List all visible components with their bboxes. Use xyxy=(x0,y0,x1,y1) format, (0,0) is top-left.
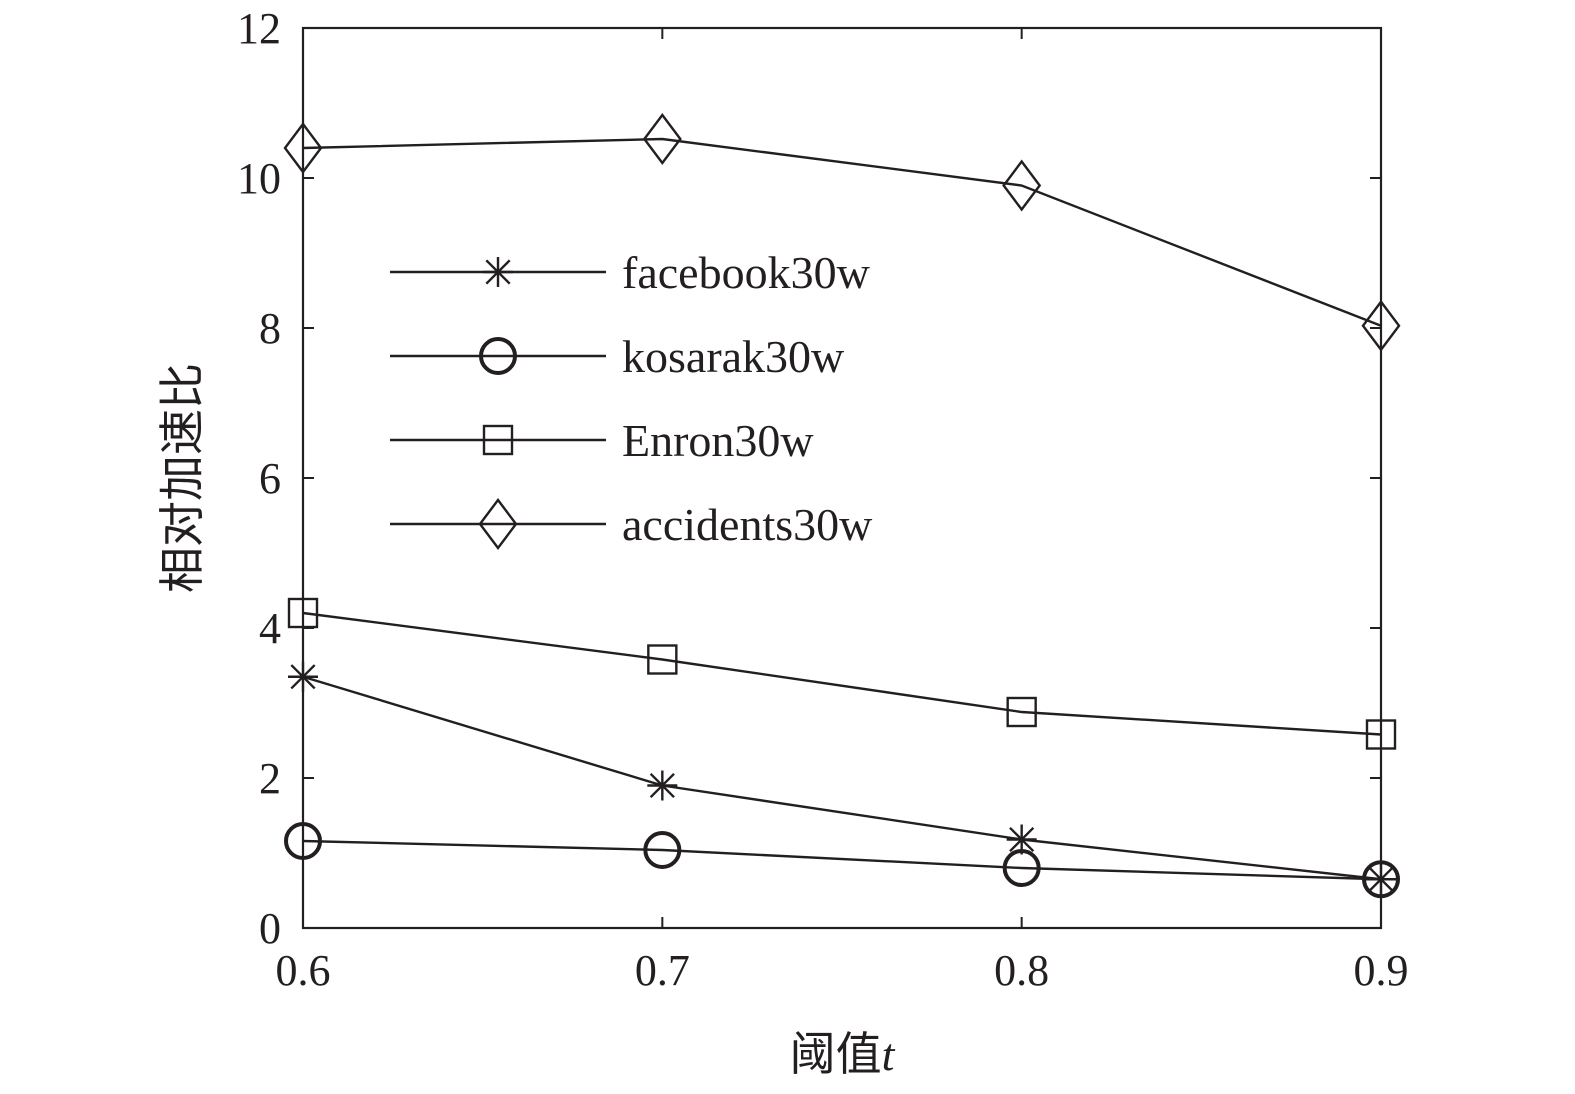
x-axis-title-variable: t xyxy=(882,1029,896,1080)
legend-marker-circle xyxy=(479,337,517,375)
y-tick-label: 6 xyxy=(259,454,281,503)
asterisk-stroke xyxy=(1009,826,1035,853)
series-line xyxy=(302,839,1382,881)
data-point-circle xyxy=(284,822,322,860)
data-point-circle xyxy=(643,831,682,869)
y-tick-label: 12 xyxy=(237,4,281,53)
legend-label: kosarak30w xyxy=(622,331,845,382)
legend-item: facebook30w xyxy=(390,247,871,298)
y-tick-label: 10 xyxy=(237,154,281,203)
legend-label: facebook30w xyxy=(622,247,871,298)
x-tick-label: 0.8 xyxy=(994,946,1049,995)
data-point-square xyxy=(647,644,678,675)
y-tick-label: 4 xyxy=(259,604,281,653)
legend-marker-diamond xyxy=(478,498,518,550)
data-point-diamond xyxy=(642,113,682,165)
legend-item: kosarak30w xyxy=(390,331,845,382)
y-axis-title: 相对加速比 xyxy=(157,363,208,593)
series-line xyxy=(302,137,1382,327)
data-point-diamond xyxy=(1002,159,1042,212)
series-line xyxy=(302,675,1382,881)
y-tick-label: 0 xyxy=(259,904,281,953)
data-point-square xyxy=(287,597,319,629)
legend-marker-asterisk xyxy=(483,257,513,287)
data-point-diamond xyxy=(1361,299,1401,352)
data-point-diamond xyxy=(283,122,323,174)
data-point-asterisk xyxy=(647,770,678,801)
series-Enron30w xyxy=(287,597,1397,750)
series-accidents30w xyxy=(283,113,1401,352)
x-axis-title-text: 阈值 xyxy=(790,1029,882,1080)
series-kosarak30w xyxy=(284,822,1400,899)
data-point-circle xyxy=(1002,849,1041,887)
data-point-circle xyxy=(1362,860,1400,899)
x-tick-label: 0.6 xyxy=(276,946,331,995)
x-tick-label: 0.9 xyxy=(1354,946,1409,995)
data-point-asterisk xyxy=(1006,824,1037,855)
series-line xyxy=(302,611,1382,736)
asterisk-stroke xyxy=(290,664,316,690)
legend-label: accidents30w xyxy=(622,499,873,550)
y-tick-label: 2 xyxy=(259,754,281,803)
asterisk-stroke xyxy=(649,772,675,799)
x-axis-title: 阈值t xyxy=(790,1029,896,1080)
x-tick-label: 0.7 xyxy=(635,946,690,995)
asterisk-stroke xyxy=(485,259,511,285)
legend-label: Enron30w xyxy=(622,415,814,466)
y-tick-label: 8 xyxy=(259,304,281,353)
legend-marker-square xyxy=(482,424,514,456)
legend-item: accidents30w xyxy=(390,498,873,550)
data-point-square xyxy=(1006,696,1037,728)
data-point-square xyxy=(1365,719,1397,750)
legend-item: Enron30w xyxy=(390,415,814,466)
data-point-asterisk xyxy=(288,661,318,692)
